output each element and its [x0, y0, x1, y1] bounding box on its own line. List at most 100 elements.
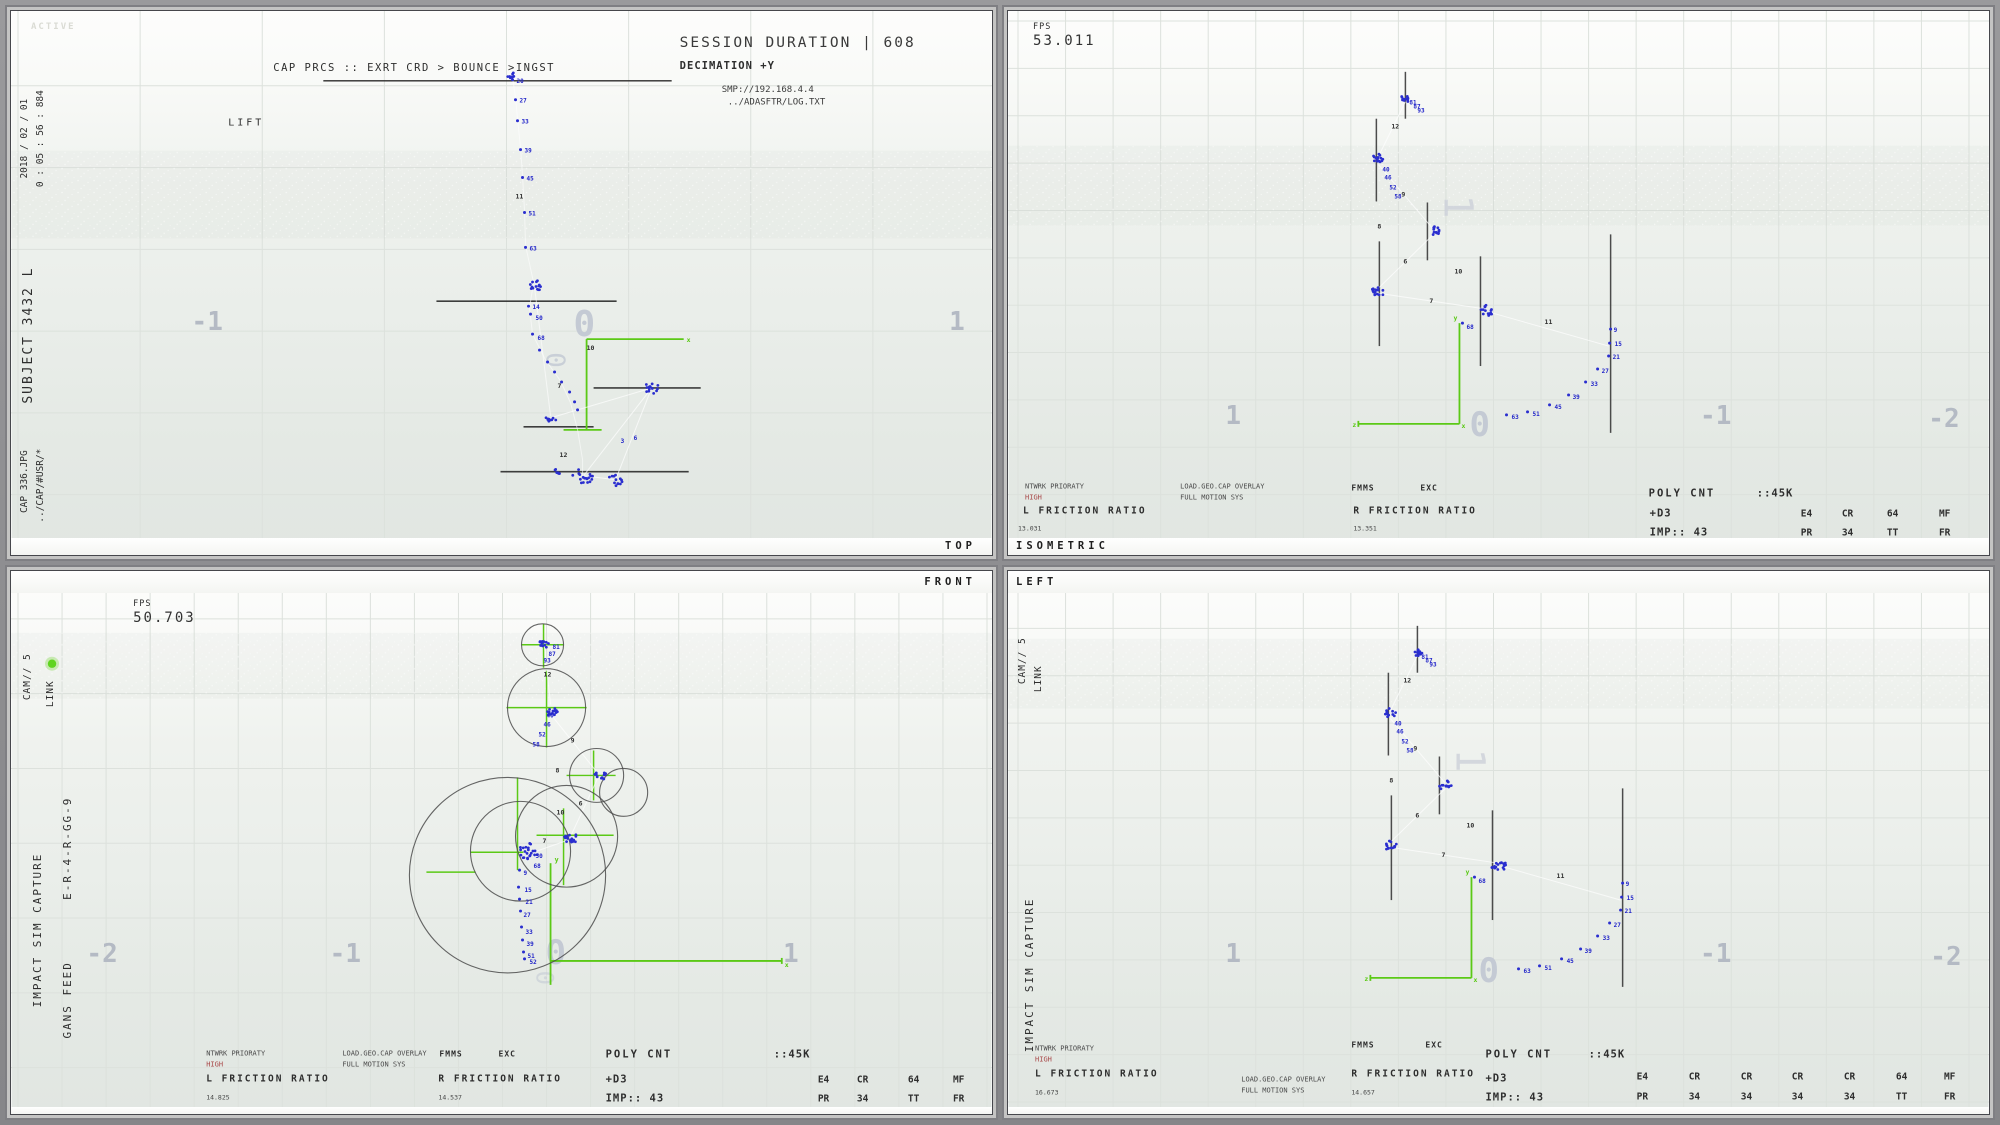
frame-label: 11 [1545, 318, 1553, 326]
stat-tt: TT [1887, 528, 1899, 539]
scatter-cluster [544, 416, 558, 423]
log-path: ../ADASFTR/LOG.TXT [728, 98, 826, 108]
scatter-cluster [1490, 860, 1508, 871]
panel-edge [11, 1107, 992, 1114]
axis-tick-1: 1 [1225, 938, 1241, 968]
sample-label: 9 [1626, 881, 1630, 888]
view-label-strip-left: LEFT [1008, 570, 1989, 593]
decimation-readout: DECIMATION +Y [680, 60, 775, 72]
session-date: 2018 / 02 / 01 [19, 98, 30, 178]
scatter-points [1460, 321, 1613, 417]
wire-circle [514, 784, 619, 888]
scatter-cluster [1413, 647, 1424, 657]
frame-label: 10 [557, 808, 565, 816]
sample-label: 58 [533, 741, 541, 748]
feed-code: E-R-4-R-GG-9 [61, 796, 74, 899]
scatter-cluster [1438, 779, 1453, 790]
frame-label: 10 [1466, 821, 1474, 829]
scatter-cluster [644, 382, 660, 395]
sample-label: 93 [1417, 108, 1425, 115]
trail-path [512, 76, 584, 477]
stat-tt: TT [908, 1093, 920, 1104]
scatter-cluster [553, 467, 561, 476]
axis-x-marker: x [785, 960, 789, 968]
scatter-cluster [1370, 286, 1385, 297]
viewport-front[interactable]: FRONT -2 -1 0 1 0 FPS 50.703 CAM// 5 LINK IMPACT … [10, 569, 993, 1115]
stat-tt: TT [1896, 1091, 1908, 1102]
axis-tick-neg1: -1 [330, 938, 361, 968]
gans-feed-label: GANS FEED [61, 961, 74, 1038]
scatter-cluster [1372, 152, 1385, 164]
session-time: 0 : 05 : 56 : 884 [35, 90, 46, 187]
wire-circle [520, 622, 565, 666]
sample-label: 87 [1413, 104, 1421, 111]
sample-label: 6 [634, 435, 638, 442]
frame-label: 12 [1391, 123, 1399, 131]
sample-label: 52 [530, 958, 538, 965]
network-priority-value: HIGH [206, 1060, 223, 1068]
sample-label: 58 [1406, 747, 1414, 754]
subject-id: SUBJECT 3432 L [21, 267, 36, 404]
fps-label: FPS [133, 598, 151, 608]
viewport-isometric[interactable]: 1 0 -1 -2 1 FPS 53.011 12 9 8 6 10 7 11 81 87 93 40 46 52 58… [1007, 10, 1990, 556]
frame-label: 12 [544, 670, 552, 678]
exc-label: EXC [1420, 484, 1437, 493]
sample-label: 68 [1466, 324, 1474, 331]
sample-label: 63 [1512, 414, 1520, 421]
sample-label: 68 [1478, 878, 1486, 885]
poly-count-label: POLY CNT [1649, 488, 1716, 500]
axis-x-marker: x [1473, 975, 1477, 983]
sample-label: 63 [1524, 967, 1532, 974]
sample-label: 27 [520, 98, 528, 105]
axis-glyphs: -1 0 10 [192, 304, 965, 368]
axis-glyphs: 1 0 -1 -21 [1225, 194, 1959, 444]
network-priority-value: HIGH [1025, 494, 1042, 502]
viewport-left[interactable]: LEFT 1 0 -1 -2 1 CAM// 5 LINK IMPACT SIM CAPTUR… [1007, 569, 1990, 1115]
l-friction-label: L FRICTION RATIO [1035, 1068, 1159, 1079]
sample-label: 21 [1625, 908, 1633, 915]
viewport-top[interactable]: -1 0 1 0 ACTIVE CAP PRCS :: EXRT CRD > BOUNCE… [10, 10, 993, 556]
sample-label: 33 [526, 929, 534, 936]
sample-label: 93 [544, 657, 552, 664]
poly-count-value: ::45K [1757, 488, 1794, 500]
r-friction-label: R FRICTION RATIO [1351, 1068, 1475, 1079]
scatter-points [517, 868, 527, 960]
camera-id: CAM// 5 [1017, 637, 1028, 684]
session-duration: SESSION DURATION | 608 [680, 35, 916, 51]
stat-34: 34 [1741, 1091, 1753, 1102]
stat-pr: PR [1801, 528, 1813, 539]
stat-cr: CR [1689, 1071, 1701, 1082]
axis-x-marker: x [1461, 422, 1465, 430]
scatter-cluster [608, 473, 624, 488]
frame-label: 11 [516, 192, 524, 200]
imp-readout: IMP:: 43 [606, 1092, 665, 1104]
sample-label: 39 [1585, 947, 1593, 954]
sample-label: 15 [525, 887, 533, 894]
r-friction-value: 14.657 [1351, 1088, 1375, 1096]
axis-tick-neg1: -1 [192, 307, 223, 337]
stat-mf: MF [953, 1074, 965, 1085]
stat-64: 64 [908, 1074, 920, 1085]
frame-label: 12 [1403, 676, 1411, 684]
view-label-strip-front: FRONT [11, 570, 992, 593]
fmms-label: FMMS [439, 1049, 462, 1058]
wire-circle [599, 767, 649, 817]
frame-label: 12 [560, 451, 568, 459]
poly-count-value: ::45K [774, 1048, 811, 1060]
stat-34: 34 [1792, 1091, 1804, 1102]
stat-mf: MF [1944, 1071, 1956, 1082]
imp-readout: IMP:: 43 [1650, 527, 1709, 539]
poly-count-label: POLY CNT [1485, 1048, 1552, 1060]
frame-label: 10 [587, 344, 595, 352]
stat-e4: E4 [1637, 1071, 1649, 1082]
sample-label: 33 [1603, 934, 1611, 941]
stat-64: 64 [1887, 509, 1899, 520]
frame-label: 6 [579, 799, 583, 807]
axis-tick-0: 0 [546, 932, 566, 972]
smp-address: SMP://192.168.4.4 [722, 85, 814, 95]
panel-edge [1008, 1107, 1989, 1114]
scatter-cluster [506, 71, 516, 80]
scatter-cluster [546, 706, 559, 716]
wire-lines [1369, 625, 1624, 987]
